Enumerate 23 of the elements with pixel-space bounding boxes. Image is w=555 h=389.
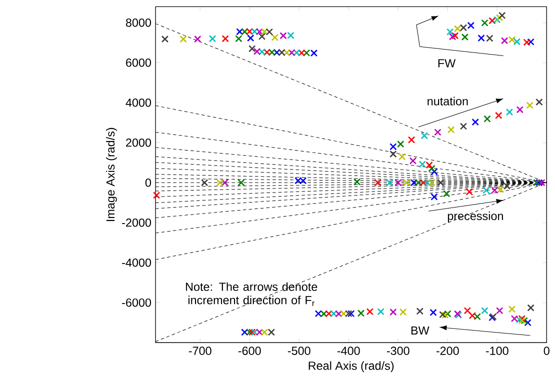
annotation: Note: The arrows denote increment direction of F$_{r}$ [186,282,318,306]
y-tick-label: 0 [145,178,152,187]
x-tick-label: -100 [486,346,508,356]
annotation: FW [438,59,456,68]
annotation: precession [448,212,503,223]
y-tick-label: 2000 [126,138,152,147]
y-tick-label: 4000 [126,98,152,108]
y-tick-label: 8000 [126,18,152,28]
y-tick-label: -6000 [122,298,152,307]
x-tick-label: -300 [386,346,410,356]
x-tick-label: -700 [188,346,212,356]
x-tick-label: 0 [544,346,550,356]
x-tick-label: -600 [238,346,261,356]
annotation: BW [411,326,430,335]
y-tick-label: -4000 [122,258,152,267]
annotation: nutation [428,96,468,106]
y-tick-label: -2000 [122,218,152,227]
x-tick-label: -500 [288,346,310,356]
y-axis-title: Image Axis (rad/s) [106,128,117,222]
x-tick-label: -200 [436,346,459,356]
y-tick-label: 6000 [126,58,152,68]
x-tick-label: -400 [337,346,360,356]
x-axis-title: Real Axis (rad/s) [308,361,394,372]
